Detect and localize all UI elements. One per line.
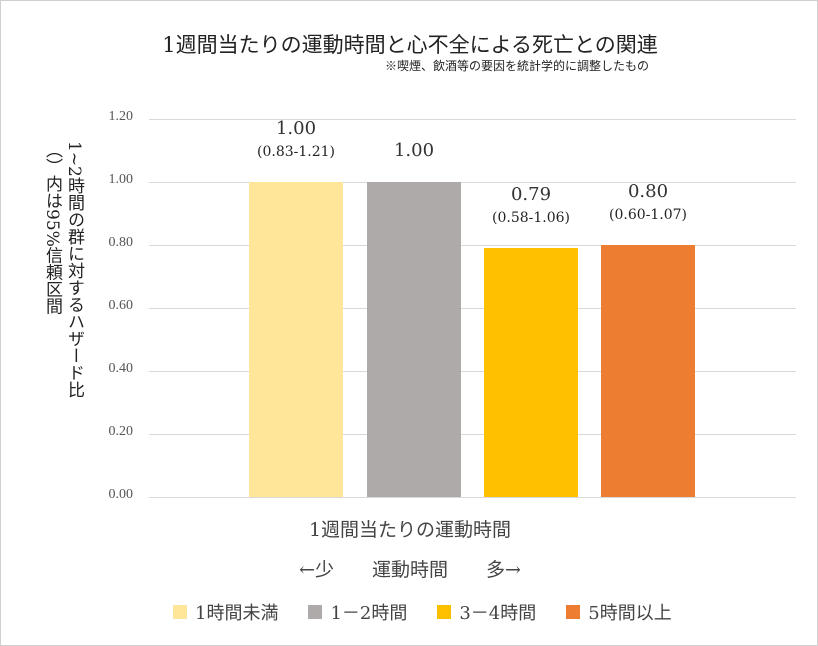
legend-swatch [437, 605, 452, 619]
gridline [149, 434, 796, 435]
legend-item: 1－2時間 [308, 599, 407, 625]
legend-swatch [566, 605, 581, 619]
data-label: 0.80 [627, 181, 669, 202]
bar [249, 182, 343, 497]
legend-label: 5時間以上 [588, 603, 672, 624]
y-tick-label: 0.20 [108, 424, 134, 439]
data-label: 1.00 [275, 118, 317, 139]
ci-label: (0.83-1.21) [257, 144, 335, 160]
x-axis-sublabel: ←少 運動時間 多→ [299, 559, 521, 581]
y-tick-label: 1.00 [108, 172, 134, 187]
gridline [149, 308, 796, 309]
ci-label: (0.58-1.06) [492, 210, 570, 227]
legend-swatch [308, 605, 323, 619]
ci-label: (0.60-1.07) [609, 207, 687, 223]
gridline [149, 497, 796, 498]
y-tick-label: 0.40 [108, 361, 134, 376]
y-tick-label: 0.60 [108, 298, 134, 313]
legend-item: 1時間未満 [173, 599, 278, 625]
legend-label: 1－2時間 [330, 603, 408, 624]
y-axis-label: 1~2時間の群に対するハザード比 （）内は95%信頼区間 [41, 141, 85, 398]
gridline [149, 245, 796, 246]
gridline [149, 119, 796, 120]
y-axis-label-line2: （）内は95%信頼区間 [42, 141, 62, 315]
legend-label: 1時間未満 [195, 603, 279, 624]
data-label: 1.00 [393, 140, 435, 161]
legend-item: 5時間以上 [566, 599, 672, 625]
y-tick-label: 0.80 [108, 235, 134, 250]
gridline [149, 182, 796, 183]
legend-label: 3－4時間 [459, 603, 537, 624]
legend: 1時間未満 1－2時間 3－4時間 5時間以上 [173, 599, 672, 625]
legend-swatch [173, 605, 187, 619]
y-tick-label: 1.20 [108, 109, 134, 124]
bar [601, 245, 695, 497]
y-tick-label: 0.00 [108, 487, 134, 502]
chart-title: 1週間当たりの運動時間と心不全による死亡との関連 [162, 33, 658, 57]
legend-item: 3－4時間 [437, 599, 536, 625]
bar [367, 182, 461, 497]
x-axis-label: 1週間当たりの運動時間 [308, 519, 512, 541]
data-label: 0.79 [510, 184, 552, 206]
chart-subtitle: ※喫煙、飲酒等の要因を統計学的に調整したもの [385, 59, 650, 73]
gridline [149, 371, 796, 372]
y-axis-label-line1: 1~2時間の群に対するハザード比 [64, 141, 84, 398]
bar [484, 248, 578, 497]
